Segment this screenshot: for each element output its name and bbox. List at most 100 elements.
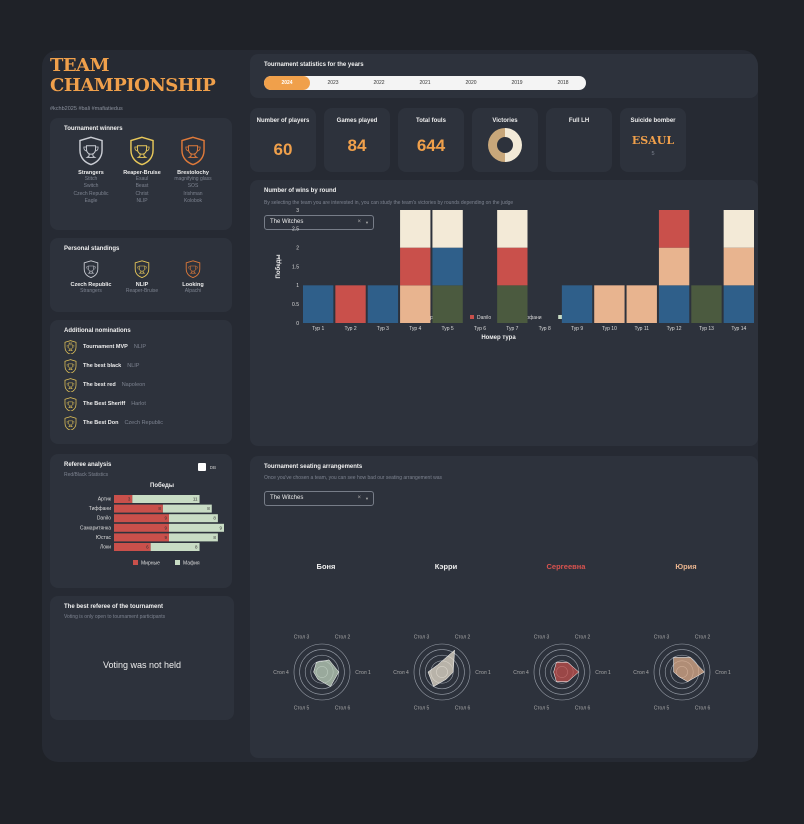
x-tick: Тур 7 (506, 326, 518, 332)
year-tab-2019[interactable]: 2019 (511, 80, 523, 86)
db-toggle[interactable]: DB (197, 463, 216, 471)
x-tick: Тур 4 (409, 326, 421, 332)
chevron-down-icon[interactable]: ▼ (365, 496, 369, 501)
year-tab-2021[interactable]: 2021 (419, 80, 431, 86)
year-tab-2024[interactable]: 2024 (264, 76, 310, 90)
y-tick: 2.5 (292, 227, 299, 233)
best-referee-subtitle: Voting is only open to tournament partic… (64, 614, 166, 620)
bar-segment (594, 285, 625, 323)
referee-bar-value: 8 (213, 535, 216, 540)
wins-team-select[interactable]: The Witches × ▼ (264, 215, 374, 230)
victories-kpi: Victories (472, 108, 538, 172)
nomination-winner: Czech Republic (124, 420, 163, 426)
wins-title: Number of wins by round (264, 188, 337, 194)
shield-outline (83, 260, 99, 279)
shield-icon (79, 136, 103, 166)
cup-icon (67, 382, 74, 389)
cup-handles (188, 266, 198, 270)
cup-handles (185, 146, 201, 152)
referee-label: Самаритянка (80, 525, 111, 531)
radar-axis-label: Стол 6 (575, 706, 591, 712)
year-tab-2022[interactable]: 2022 (373, 80, 385, 86)
legend-swatch (470, 315, 474, 319)
dashboard: TEAM CHAMPIONSHIP #kchb2025 #bali #mafia… (42, 50, 758, 762)
cup-handles (134, 146, 150, 152)
db-checkbox[interactable] (197, 463, 206, 471)
players-label: Number of players (256, 118, 310, 124)
referee-bar-value: 9 (219, 525, 222, 530)
radar-axis-label: Стол 1 (355, 670, 371, 676)
year-tab-2023[interactable]: 2023 (327, 80, 339, 86)
referee-bar (114, 504, 163, 513)
winner-team: Brestolochy magnifying glass SOS Irishman Ko… (168, 136, 218, 206)
best-referee-title: The best referee of the tournament (64, 604, 164, 610)
winner-team-name: Reaper-Bruise (123, 169, 161, 176)
winner-member: NLIP (136, 198, 148, 205)
cup-handles (86, 266, 96, 270)
wins-subtitle: By selecting the team you are interested… (264, 200, 514, 206)
games-value: 84 (347, 136, 367, 155)
referee-bar (169, 514, 218, 523)
shield-icon (181, 136, 205, 166)
bomber-count: 5 (651, 151, 655, 157)
referee-bar-value: 9 (164, 516, 167, 521)
standing-item: Czech Republic Strangers (66, 260, 116, 296)
referee-bar (169, 523, 224, 532)
bar-segment (497, 247, 528, 286)
years-title: Tournament statistics for the years (264, 62, 364, 68)
shield-icon (130, 136, 154, 166)
radar-ring (653, 643, 711, 701)
referee-bar (114, 543, 151, 551)
bar-segment (497, 210, 528, 248)
referee-bar (150, 543, 200, 551)
x-tick: Тур 12 (667, 326, 682, 332)
clear-icon[interactable]: × (357, 495, 361, 501)
cup-handles (137, 266, 147, 270)
shield-outline (185, 260, 201, 279)
radar-axis-label: Стол 6 (695, 706, 711, 712)
winner-team-name: Brestolochy (177, 169, 209, 176)
players-value: 60 (273, 140, 293, 159)
fulllh-label: Full LH (568, 118, 590, 124)
winner-member: Irishman (183, 190, 203, 197)
bar-segment (626, 285, 657, 323)
bar-segment (432, 247, 463, 286)
y-tick: 1 (296, 283, 299, 289)
clear-icon[interactable]: × (357, 219, 361, 225)
bar-segment (723, 210, 754, 248)
referee-bar (114, 533, 169, 542)
radar-axis-label: Стол 3 (654, 634, 670, 640)
year-tab-2018[interactable]: 2018 (557, 80, 569, 86)
nomination-winner: NLIP (133, 344, 147, 350)
radar-axis-label: Стол 4 (273, 670, 289, 676)
referee-label: Тиффани (89, 506, 111, 512)
year-tab-2020[interactable]: 2020 (465, 80, 477, 86)
radar-ring (293, 643, 351, 701)
standing-item: NLIP Reaper-Bruise (117, 260, 167, 296)
winner-team: Strangers Stitch Switch Czech Republic Eagle (66, 136, 116, 206)
standing-name: Looking (182, 282, 204, 289)
games-label: Games played (336, 118, 378, 124)
referee-subtitle: Red/Black Statistics (64, 472, 109, 478)
nomination-row: The Best Sheriff Harlot (64, 396, 146, 412)
referee-bar-value: 8 (195, 545, 198, 550)
nominations-title: Additional nominations (64, 328, 131, 334)
referee-title: Referee analysis (64, 462, 112, 468)
shield-outline (64, 377, 77, 393)
nomination-title: The Best Don (83, 420, 119, 426)
legend-label: Тиффани (519, 315, 541, 321)
bar-segment (723, 285, 754, 323)
winner-member: Eagle (84, 198, 98, 205)
standings-title: Personal standings (64, 246, 120, 252)
year-selector[interactable]: 2024 2023 2022 2021 2020 2019 2018 (264, 76, 586, 90)
x-tick: Тур 9 (571, 326, 583, 332)
bomber-name: ESAUL (631, 134, 675, 147)
seating-team-select[interactable]: The Witches × ▼ (264, 491, 374, 506)
chevron-down-icon[interactable]: ▼ (365, 220, 369, 225)
seating-card: Tournament seating arrangements Once you… (250, 456, 758, 758)
referee-legend-label: Мафия (183, 561, 200, 567)
shield-outline (64, 415, 77, 431)
winner-member: Beast (135, 183, 149, 190)
winner-member: magnifying glass (174, 175, 212, 182)
